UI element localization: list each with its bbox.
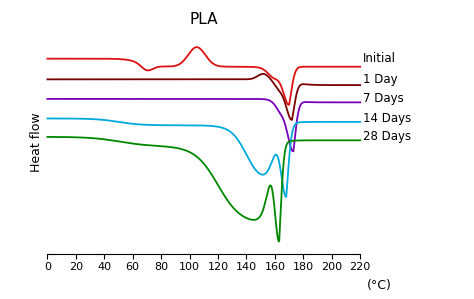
Text: 28 Days: 28 Days	[363, 130, 411, 143]
Text: 14 Days: 14 Days	[363, 112, 411, 125]
Text: 1 Day: 1 Day	[363, 73, 398, 86]
Text: (°C): (°C)	[367, 279, 392, 292]
Text: Initial: Initial	[363, 52, 396, 65]
Y-axis label: Heat flow: Heat flow	[30, 112, 43, 172]
Text: 7 Days: 7 Days	[363, 92, 404, 106]
Title: PLA: PLA	[190, 12, 218, 27]
